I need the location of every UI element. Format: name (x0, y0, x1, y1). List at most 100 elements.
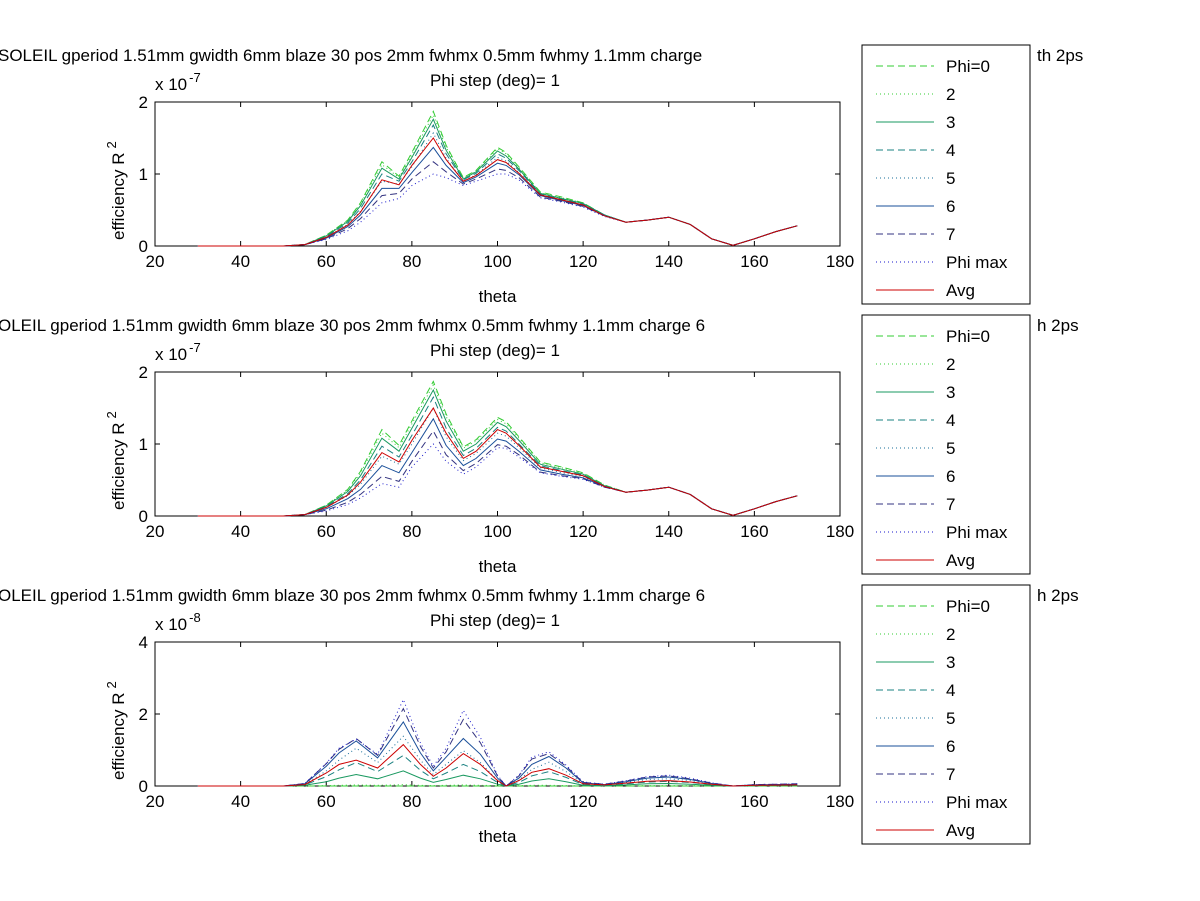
chart-subtitle: Phi step (deg)= 1 (430, 341, 560, 360)
legend-label: 4 (946, 681, 955, 700)
series-line-phi-max (197, 173, 798, 247)
y-multiplier-exp: -7 (189, 340, 201, 355)
legend-label: 7 (946, 765, 955, 784)
x-tick-label: 20 (146, 522, 165, 541)
legend-label: 3 (946, 383, 955, 402)
series-line-6 (197, 720, 798, 787)
legend: Phi=0 2 3 4 5 6 7 Phi max Avg (861, 314, 1031, 575)
y-axis-label-sup: 2 (104, 141, 119, 148)
x-tick-label: 20 (146, 792, 165, 811)
y-axis-label-text: efficiency R (109, 692, 128, 780)
legend-label: Phi=0 (946, 57, 990, 76)
series-line-2 (197, 113, 798, 247)
x-tick-label: 160 (740, 252, 768, 271)
x-tick-label: 40 (231, 252, 250, 271)
legend-label: Phi max (946, 523, 1008, 542)
plot-area (154, 641, 841, 787)
series-line-7 (197, 707, 798, 787)
x-tick-label: 160 (740, 522, 768, 541)
y-multiplier-text: x 10 (155, 75, 187, 94)
x-tick-label: 140 (655, 792, 683, 811)
chart-subtitle: Phi step (deg)= 1 (430, 71, 560, 90)
chart-subtitle: Phi step (deg)= 1 (430, 611, 560, 630)
series-line-3 (197, 388, 798, 517)
x-tick-label: 160 (740, 792, 768, 811)
series-line-5 (197, 406, 798, 517)
y-axis-label: efficiency R 2 (104, 681, 128, 780)
plot-area (154, 101, 841, 247)
series-line-6 (197, 146, 798, 247)
y-axis-label: efficiency R 2 (104, 411, 128, 510)
legend-label: Avg (946, 281, 975, 300)
y-tick-label: 2 (139, 93, 148, 112)
legend-label: Phi=0 (946, 597, 990, 616)
legend-label: Avg (946, 821, 975, 840)
y-multiplier-text: x 10 (155, 615, 187, 634)
series-line-4 (197, 754, 798, 787)
legend-label: 4 (946, 141, 955, 160)
y-axis-label-text: efficiency R (109, 422, 128, 510)
subplot-2: OLEIL gperiod 1.51mm gwidth 6mm blaze 30… (0, 314, 1079, 576)
legend-label: 3 (946, 653, 955, 672)
x-axis-label: theta (479, 557, 517, 576)
x-tick-label: 80 (402, 252, 421, 271)
x-tick-label: 100 (483, 522, 511, 541)
series-line-2 (197, 383, 798, 517)
x-tick-label: 180 (826, 522, 854, 541)
x-tick-label: 140 (655, 522, 683, 541)
legend: Phi=0 2 3 4 5 6 7 Phi max Avg (861, 584, 1031, 845)
legend-label: 5 (946, 439, 955, 458)
legend-label: 6 (946, 737, 955, 756)
legend-label: 5 (946, 709, 955, 728)
subplot-3: OLEIL gperiod 1.51mm gwidth 6mm blaze 30… (0, 584, 1079, 846)
legend-label: 3 (946, 113, 955, 132)
y-tick-label: 1 (139, 165, 148, 184)
chart-title-tail: h 2ps (1037, 316, 1079, 335)
x-tick-label: 80 (402, 792, 421, 811)
y-axis-label: efficiency R 2 (104, 141, 128, 240)
series-line-avg (197, 407, 798, 517)
chart-title: OLEIL gperiod 1.51mm gwidth 6mm blaze 30… (0, 586, 705, 605)
legend-box (861, 584, 1031, 845)
legend-label: 7 (946, 495, 955, 514)
legend-label: Avg (946, 551, 975, 570)
series-line-5 (197, 131, 798, 247)
x-axis-label: theta (479, 287, 517, 306)
legend-box (861, 314, 1031, 575)
y-tick-label: 0 (139, 507, 148, 526)
subplot-1: SOLEIL gperiod 1.51mm gwidth 6mm blaze 3… (0, 44, 1083, 306)
y-multiplier: x 10 -7 (155, 340, 201, 364)
legend-label: 2 (946, 625, 955, 644)
y-multiplier: x 10 -8 (155, 610, 201, 634)
series-line-4 (197, 396, 798, 517)
legend-label: 2 (946, 85, 955, 104)
y-multiplier: x 10 -7 (155, 70, 201, 94)
legend-label: 2 (946, 355, 955, 374)
legend-label: 6 (946, 467, 955, 486)
x-tick-label: 180 (826, 792, 854, 811)
y-tick-label: 0 (139, 777, 148, 796)
legend-box (861, 44, 1031, 305)
series-line-avg (197, 743, 798, 787)
y-tick-label: 2 (139, 705, 148, 724)
x-tick-label: 120 (569, 792, 597, 811)
y-tick-label: 2 (139, 363, 148, 382)
x-tick-label: 80 (402, 522, 421, 541)
series-line-phi-0 (197, 110, 798, 247)
y-axis-label-sup: 2 (104, 681, 119, 688)
chart-title: OLEIL gperiod 1.51mm gwidth 6mm blaze 30… (0, 316, 705, 335)
y-tick-label: 4 (139, 633, 148, 652)
y-multiplier-exp: -7 (189, 70, 201, 85)
x-tick-label: 120 (569, 252, 597, 271)
chart-title: SOLEIL gperiod 1.51mm gwidth 6mm blaze 3… (0, 46, 702, 65)
series-line-phi-max (197, 698, 798, 787)
x-axis-label: theta (479, 827, 517, 846)
x-tick-label: 60 (317, 522, 336, 541)
y-multiplier-exp: -8 (189, 610, 201, 625)
x-tick-label: 40 (231, 522, 250, 541)
x-tick-label: 100 (483, 792, 511, 811)
x-tick-label: 40 (231, 792, 250, 811)
x-tick-label: 60 (317, 252, 336, 271)
legend-label: Phi=0 (946, 327, 990, 346)
